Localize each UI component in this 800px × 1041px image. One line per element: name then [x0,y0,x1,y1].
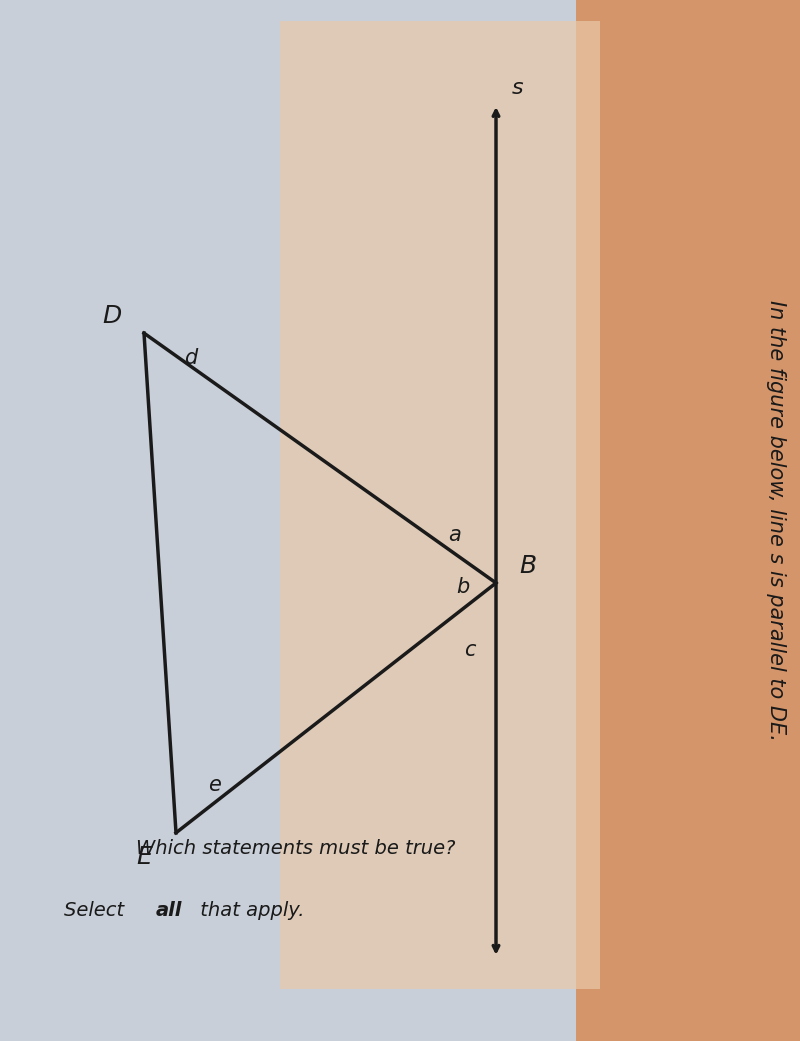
Text: s: s [512,78,524,98]
Text: d: d [184,349,198,369]
Polygon shape [280,21,600,989]
Text: E: E [136,845,152,869]
Polygon shape [0,0,576,1041]
Text: all: all [156,902,182,920]
Text: B: B [519,554,537,578]
Text: that apply.: that apply. [194,902,305,920]
Text: Select: Select [64,902,130,920]
Text: D: D [102,304,122,328]
Text: Which statements must be true?: Which statements must be true? [136,839,455,858]
Text: a: a [448,526,461,545]
Text: b: b [456,578,470,598]
Text: c: c [464,640,475,660]
Text: In the figure below, line s is parallel to DE.: In the figure below, line s is parallel … [766,300,786,741]
Polygon shape [576,0,800,1041]
Text: e: e [208,776,221,795]
